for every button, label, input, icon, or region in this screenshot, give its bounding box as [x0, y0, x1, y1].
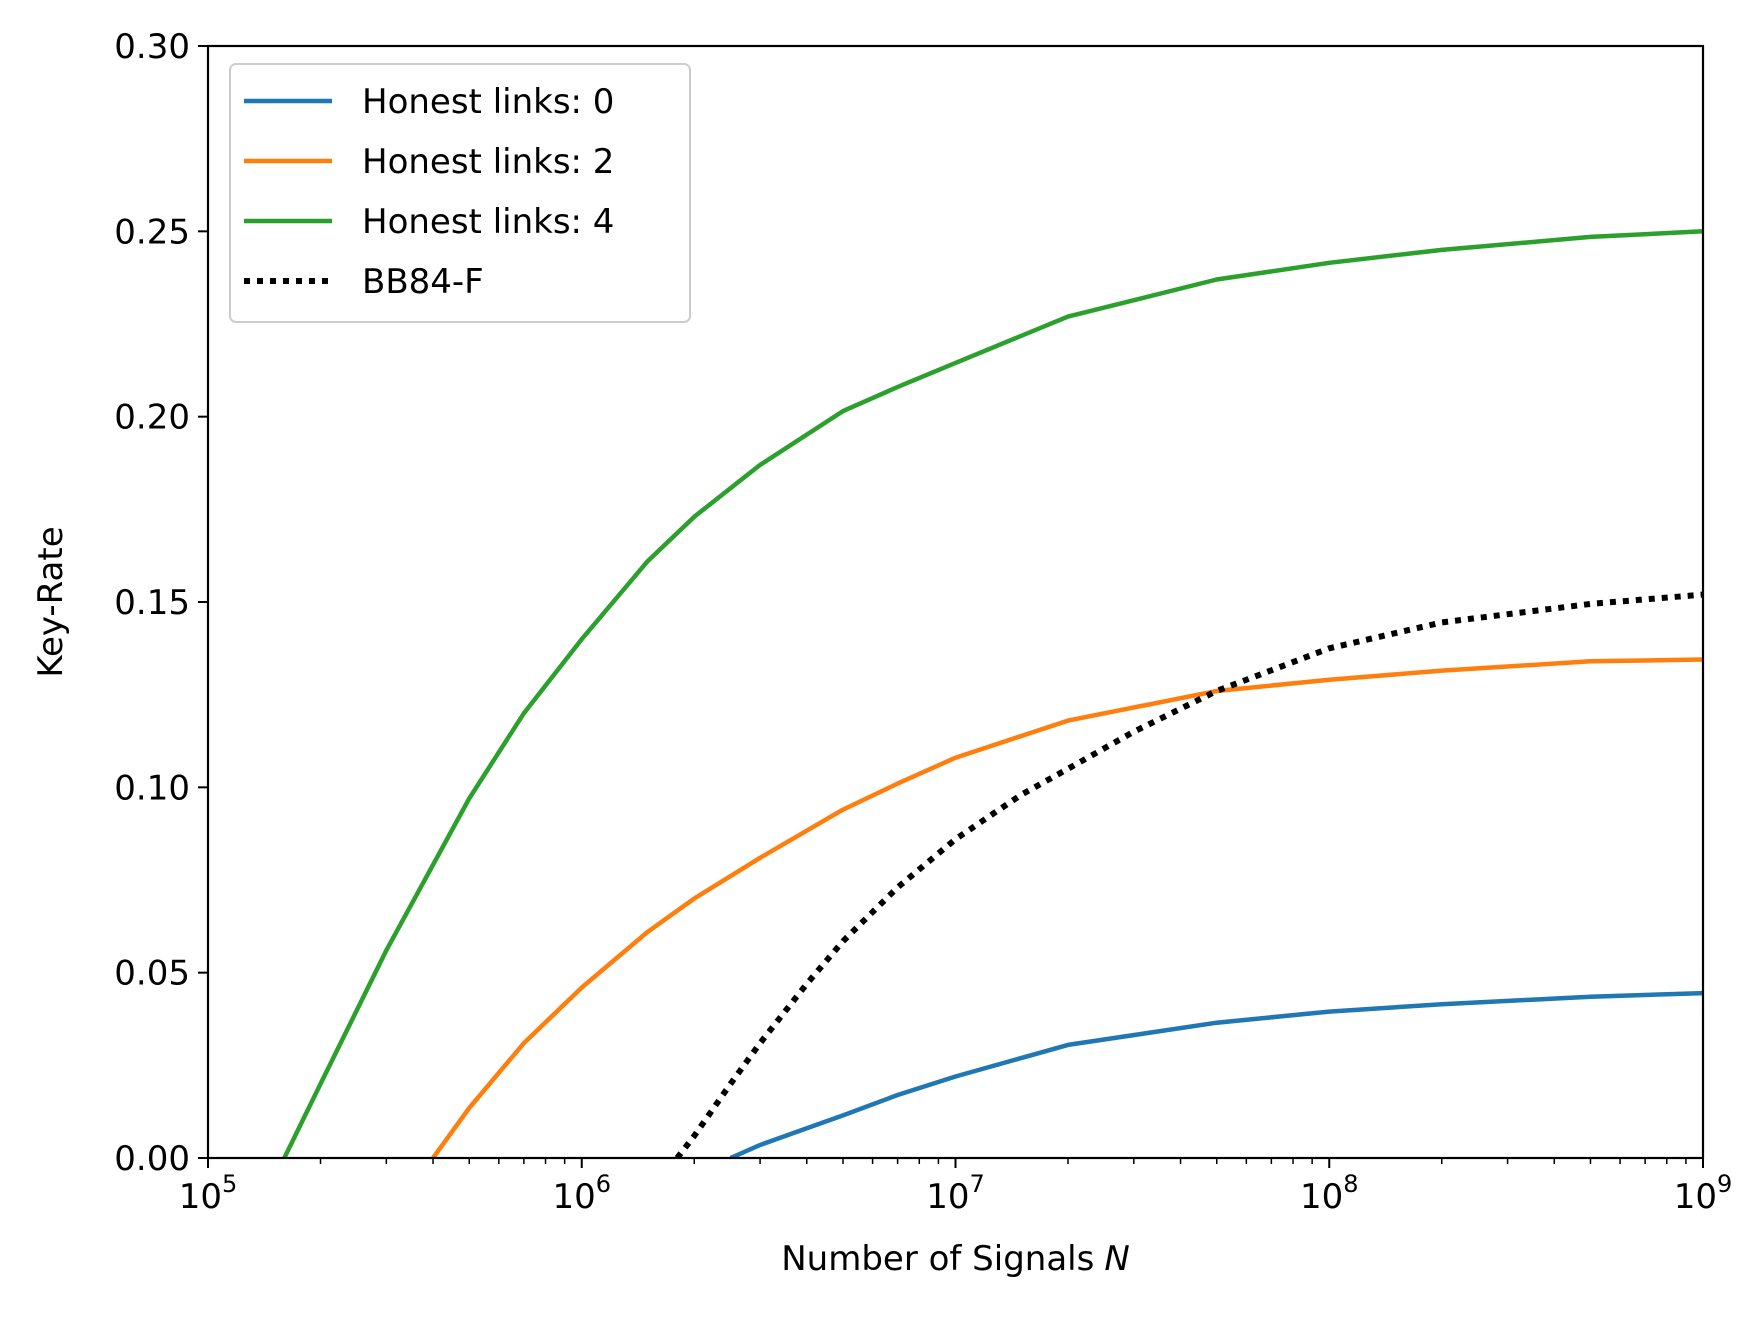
y-tick-label-3: 0.15	[114, 583, 190, 623]
axes-layer: 0.00 0.05 0.10 0.15 0.20 0.25 0.30 105 106 107 108…	[114, 27, 1732, 1217]
legend-label-3: BB84-F	[362, 262, 484, 302]
x-axis-label-text: Number of Signals	[781, 1239, 1094, 1279]
y-tick-label-6: 0.30	[114, 27, 190, 67]
x-tick-label-1: 106	[552, 1170, 611, 1217]
legend-label-2: Honest links: 4	[362, 202, 614, 242]
legend-label-1: Honest links: 2	[362, 142, 614, 182]
y-tick-label-4: 0.20	[114, 398, 190, 438]
x-tick-label-4: 109	[1674, 1170, 1733, 1217]
series-line-2	[282, 229, 1703, 1158]
series-line-0	[729, 990, 1703, 1158]
y-tick-label-5: 0.25	[114, 212, 190, 252]
x-tick-label-3: 108	[1300, 1170, 1359, 1217]
x-axis-label: Number of Signals N	[781, 1239, 1130, 1279]
legend-box	[229, 63, 691, 323]
legend-label-0: Honest links: 0	[362, 82, 614, 122]
y-tick-label-1: 0.05	[114, 954, 190, 994]
legend: Honest links: 0 Honest links: 2 Honest lin…	[229, 63, 691, 323]
y-tick-label-0: 0.00	[114, 1139, 190, 1179]
x-tick-label-0: 105	[179, 1170, 238, 1217]
y-tick-label-2: 0.10	[114, 768, 190, 808]
x-axis-label-variable: N	[1104, 1239, 1129, 1279]
x-tick-label-2: 107	[926, 1170, 985, 1217]
y-axis-label: Key-Rate	[31, 526, 71, 677]
series-line-1	[431, 657, 1703, 1158]
series-layer	[282, 229, 1703, 1158]
